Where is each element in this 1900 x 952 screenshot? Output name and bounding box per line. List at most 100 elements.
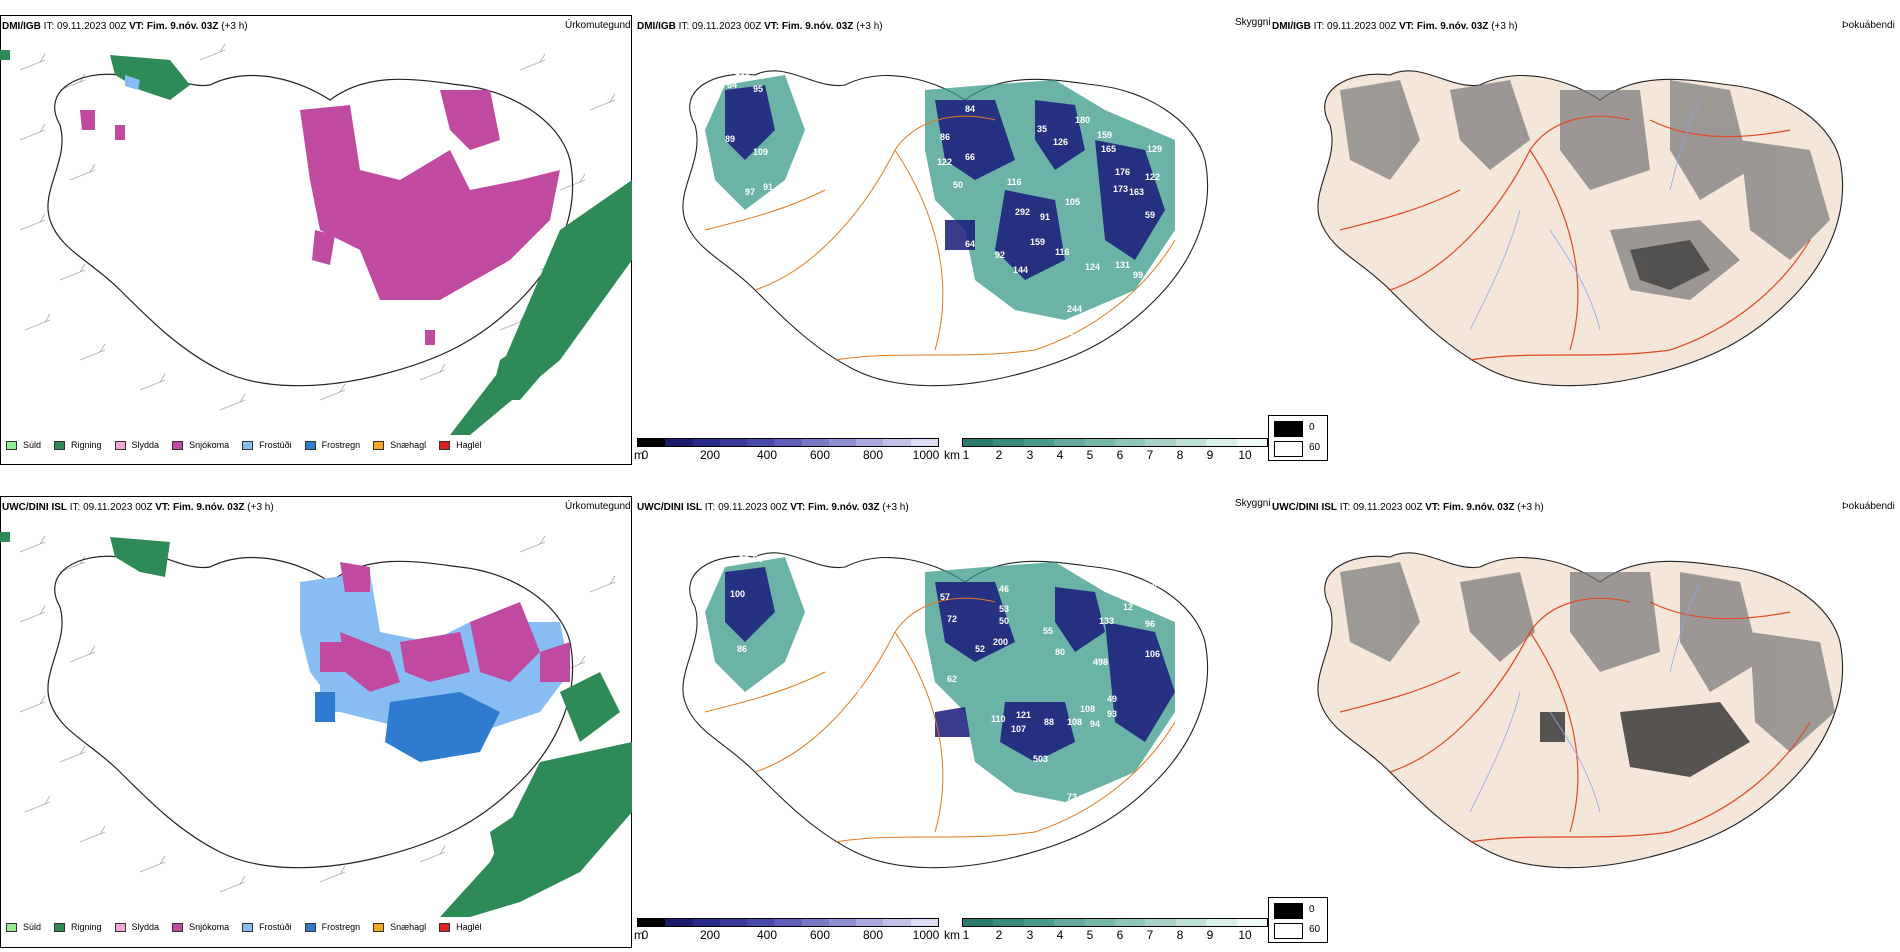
fog-index-dark <box>1340 80 1830 300</box>
panel-title: Úrkomutegund <box>565 20 631 31</box>
value-label: 126 <box>845 267 860 277</box>
freezing-rain-areas <box>315 692 500 762</box>
ceiling-visibility-panel-bottom: UWC/DINI ISL IT: 09.11.2023 00Z VT: Fim.… <box>635 482 1271 952</box>
panel-header: UWC/DINI ISL IT: 09.11.2023 00Z VT: Fim.… <box>637 502 909 513</box>
ceiling-map: 108 64 95 89 109 91 97 102 86 107 126 84… <box>682 67 1209 387</box>
value-label: 100 <box>730 589 745 599</box>
tick-label: 7 <box>1146 928 1154 942</box>
model-name: UWC/DINI ISL <box>637 502 702 513</box>
tick-label: 8 <box>1176 448 1184 462</box>
tick-label: 8 <box>1176 928 1184 942</box>
it-value: 09.11.2023 00Z <box>1353 502 1423 513</box>
panel-header: DMI/IGB IT: 09.11.2023 00Z VT: Fim. 9.nó… <box>1272 21 1518 32</box>
fog-index-darkest <box>1630 240 1710 290</box>
fog-indicator-panel-bottom: UWC/DINI ISL IT: 09.11.2023 00Z VT: Fim.… <box>1270 482 1900 952</box>
value-label: 50 <box>999 616 1009 626</box>
tick-label: 6 <box>1116 448 1124 462</box>
roads <box>1339 597 1811 843</box>
legend-swatch <box>439 440 451 450</box>
tick-label: 4 <box>1056 928 1064 942</box>
legend-swatch <box>6 922 17 932</box>
panel-header: UWC/DINI ISL IT: 09.11.2023 00Z VT: Fim.… <box>2 502 274 513</box>
value-label: 92 <box>995 250 1005 260</box>
tick-label: 0 <box>641 928 649 942</box>
precip-legend: Súld Rigning Slydda Snjókoma Frostúði Fr… <box>6 440 495 450</box>
model-name: DMI/IGB <box>1272 21 1311 32</box>
tick-label: 200 <box>699 448 721 462</box>
visibility-unit: km <box>944 448 960 462</box>
value-label: 97 <box>1175 220 1185 230</box>
lead-time: (+3 h) <box>882 502 909 513</box>
legend-item-frostudi: Frostúði <box>242 922 292 932</box>
legend-label: Rigning <box>71 440 102 450</box>
value-label: 93 <box>1107 709 1117 719</box>
value-label: 64 <box>965 239 975 249</box>
legend-item-snjokoma: Snjókoma <box>172 440 229 450</box>
value-label: 58 <box>710 686 720 696</box>
legend-swatch <box>242 922 254 932</box>
value-label: 72 <box>947 614 957 624</box>
value-label: 86 <box>940 132 950 142</box>
fog-index-darkest <box>1540 702 1750 777</box>
it-label: IT: <box>1339 502 1351 513</box>
it-value: 09.11.2023 00Z <box>1327 21 1397 32</box>
tick-label: 10 <box>1238 928 1252 942</box>
legend-item-frostregn: Frostregn <box>304 922 360 932</box>
value-label: 102 <box>730 232 745 242</box>
legend-item-snaehagl: Snæhagl <box>373 922 426 932</box>
tick-label: 600 <box>809 448 831 462</box>
value-label: 49 <box>1107 694 1117 704</box>
it-label: IT: <box>69 502 81 513</box>
ceiling-value-labels: 108 64 95 89 109 91 97 102 86 107 126 84… <box>725 67 1194 337</box>
legend-label: Snæhagl <box>390 440 427 450</box>
value-label: 108 <box>1080 704 1095 714</box>
roads <box>1339 115 1811 361</box>
legend-label-low: 60 <box>1309 924 1321 935</box>
legend-swatch-light <box>1274 923 1303 939</box>
model-name: DMI/IGB <box>2 21 41 32</box>
it-label: IT: <box>704 502 716 513</box>
value-label: 61 <box>1063 327 1073 337</box>
lead-time: (+3 h) <box>1517 502 1544 513</box>
legend-item-slydda: Slydda <box>114 922 159 932</box>
tick-label: 9 <box>1206 448 1214 462</box>
iceland-coastline <box>47 552 574 869</box>
value-label: 91 <box>763 182 773 192</box>
vt-label: VT: Fim. 9.nóv. 03Z <box>1425 502 1515 513</box>
legend-item-sudd: Súld <box>6 922 41 932</box>
panel-header: DMI/IGB IT: 09.11.2023 00Z VT: Fim. 9.nó… <box>2 21 248 32</box>
legend-label-low: 60 <box>1309 442 1321 453</box>
value-label: 46 <box>999 584 1009 594</box>
vt-label: VT: Fim. 9.nóv. 03Z <box>790 502 880 513</box>
value-label: 91 <box>1040 212 1050 222</box>
model-name: DMI/IGB <box>637 21 676 32</box>
value-label: 129 <box>1147 144 1162 154</box>
it-value: 09.11.2023 00Z <box>57 21 127 32</box>
legend-label: Snjókoma <box>189 922 230 932</box>
value-label: 200 <box>993 637 1008 647</box>
value-label: 100 <box>857 684 872 694</box>
panel-title: Skyggni <box>1235 17 1271 28</box>
value-label: 124 <box>1085 262 1100 272</box>
roads <box>704 597 1176 843</box>
legend-label: Súld <box>23 440 42 450</box>
lead-time: (+3 h) <box>247 502 274 513</box>
value-label: 159 <box>1097 130 1112 140</box>
tick-label: 6 <box>1116 928 1124 942</box>
value-label: 94 <box>1090 719 1100 729</box>
vt-label: VT: Fim. 9.nóv. 03Z <box>129 21 219 32</box>
ceiling-colorbar <box>637 918 939 927</box>
tick-label: 3 <box>1026 928 1034 942</box>
value-label: 95 <box>753 84 763 94</box>
roads <box>704 115 1176 361</box>
it-label: IT: <box>1313 21 1325 32</box>
value-label: 107 <box>1011 724 1026 734</box>
value-label: 121 <box>1016 710 1031 720</box>
panel-header: UWC/DINI ISL IT: 09.11.2023 00Z VT: Fim.… <box>1272 502 1544 513</box>
tick-label: 1 <box>962 928 970 942</box>
legend-swatch <box>242 440 254 450</box>
tick-label: 3 <box>1026 448 1034 462</box>
tick-label: 5 <box>1086 928 1094 942</box>
value-label: 80 <box>1055 647 1065 657</box>
tick-label: 1000 <box>912 448 940 462</box>
